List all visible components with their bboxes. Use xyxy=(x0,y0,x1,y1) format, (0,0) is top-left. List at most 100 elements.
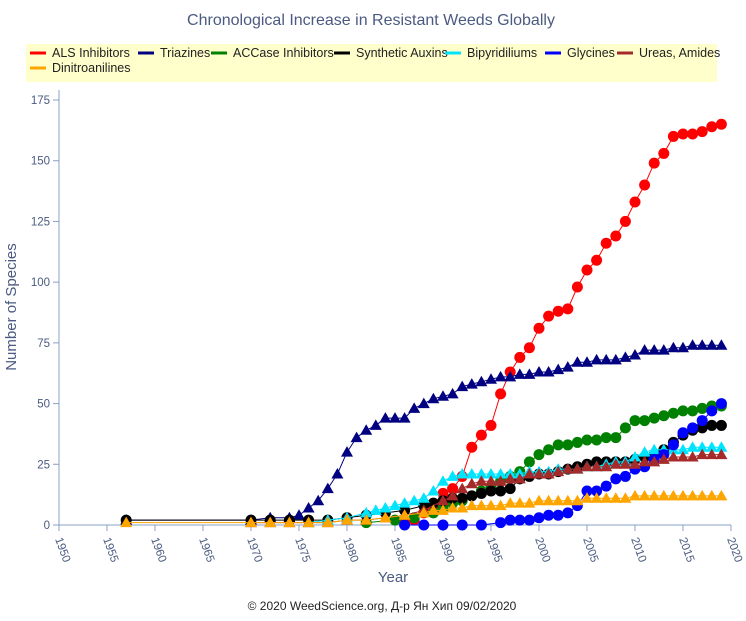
data-point[interactable] xyxy=(446,470,459,481)
data-point[interactable] xyxy=(456,492,468,504)
data-point[interactable] xyxy=(619,351,632,362)
data-point[interactable] xyxy=(619,458,632,469)
data-point[interactable] xyxy=(533,449,545,461)
data-point[interactable] xyxy=(494,475,507,486)
data-point[interactable] xyxy=(638,455,651,467)
data-point[interactable] xyxy=(648,412,660,424)
data-point[interactable] xyxy=(331,468,344,479)
data-point[interactable] xyxy=(408,512,420,524)
data-point[interactable] xyxy=(590,460,603,472)
data-point[interactable] xyxy=(504,497,517,508)
data-point[interactable] xyxy=(687,405,699,417)
data-point[interactable] xyxy=(523,468,536,479)
data-point[interactable] xyxy=(533,366,545,377)
data-point[interactable] xyxy=(715,339,728,350)
data-point[interactable] xyxy=(687,128,699,140)
data-point[interactable] xyxy=(427,504,440,515)
data-point[interactable] xyxy=(687,422,699,434)
data-point[interactable] xyxy=(562,439,574,451)
data-point[interactable] xyxy=(552,494,565,506)
data-point[interactable] xyxy=(715,118,727,130)
data-point[interactable] xyxy=(648,443,661,455)
data-point[interactable] xyxy=(677,128,689,140)
data-point[interactable] xyxy=(398,497,411,508)
data-point[interactable] xyxy=(418,519,430,531)
data-point[interactable] xyxy=(706,419,718,431)
data-point[interactable] xyxy=(475,429,487,441)
legend-item-ureas-amides[interactable]: Ureas, Amides xyxy=(617,46,720,60)
data-point[interactable] xyxy=(408,402,421,413)
data-point[interactable] xyxy=(533,322,545,334)
data-point[interactable] xyxy=(513,472,526,484)
data-point[interactable] xyxy=(513,497,526,508)
data-point[interactable] xyxy=(494,499,507,511)
data-point[interactable] xyxy=(120,516,133,528)
legend-item-accase-inhibitors[interactable]: ACCase Inhibitors xyxy=(211,46,334,60)
data-point[interactable] xyxy=(629,451,641,462)
data-point[interactable] xyxy=(504,514,516,526)
data-point[interactable] xyxy=(360,506,373,518)
data-point[interactable] xyxy=(495,517,507,529)
data-point[interactable] xyxy=(639,415,651,427)
data-point[interactable] xyxy=(293,509,305,520)
series-triazines[interactable] xyxy=(120,339,728,525)
data-point[interactable] xyxy=(475,468,488,479)
data-point[interactable] xyxy=(427,392,440,404)
data-point[interactable] xyxy=(350,431,363,443)
data-point[interactable] xyxy=(715,489,728,501)
data-point[interactable] xyxy=(552,439,564,451)
data-point[interactable] xyxy=(696,489,709,501)
data-point[interactable] xyxy=(379,412,392,423)
data-point[interactable] xyxy=(389,499,401,511)
data-point[interactable] xyxy=(648,455,661,467)
data-point[interactable] xyxy=(513,368,526,379)
data-point[interactable] xyxy=(581,460,593,472)
data-point[interactable] xyxy=(485,373,497,384)
data-point[interactable] xyxy=(369,504,382,515)
data-point[interactable] xyxy=(657,489,670,501)
data-point[interactable] xyxy=(447,483,459,495)
data-point[interactable] xyxy=(677,451,689,462)
data-point[interactable] xyxy=(514,514,526,526)
data-point[interactable] xyxy=(571,463,584,474)
data-point[interactable] xyxy=(475,375,488,387)
data-point[interactable] xyxy=(465,378,478,389)
data-point[interactable] xyxy=(629,196,641,208)
data-point[interactable] xyxy=(495,485,507,497)
data-point[interactable] xyxy=(658,147,670,159)
data-point[interactable] xyxy=(581,434,593,446)
data-point[interactable] xyxy=(389,514,401,526)
data-point[interactable] xyxy=(369,419,382,430)
data-point[interactable] xyxy=(427,485,440,496)
data-point[interactable] xyxy=(561,494,574,506)
legend[interactable]: ALS Inhibitors Triazines ACCase Inhibitors… xyxy=(26,44,720,82)
data-point[interactable] xyxy=(571,436,583,448)
data-point[interactable] xyxy=(475,499,488,511)
data-point[interactable] xyxy=(475,487,487,499)
data-point[interactable] xyxy=(399,519,411,531)
data-point[interactable] xyxy=(321,482,334,494)
data-point[interactable] xyxy=(542,494,555,506)
data-point[interactable] xyxy=(446,387,459,399)
data-point[interactable] xyxy=(264,516,277,528)
data-point[interactable] xyxy=(552,305,564,317)
data-point[interactable] xyxy=(706,121,718,133)
data-point[interactable] xyxy=(610,432,622,444)
data-point[interactable] xyxy=(629,415,641,427)
data-point[interactable] xyxy=(600,353,613,365)
data-point[interactable] xyxy=(466,441,478,453)
data-point[interactable] xyxy=(485,475,497,486)
data-point[interactable] xyxy=(639,179,651,191)
data-point[interactable] xyxy=(437,519,449,531)
data-point[interactable] xyxy=(667,451,680,462)
data-point[interactable] xyxy=(696,402,708,414)
data-point[interactable] xyxy=(696,441,709,452)
data-point[interactable] xyxy=(456,380,469,392)
data-point[interactable] xyxy=(485,499,497,511)
data-point[interactable] xyxy=(456,502,469,513)
data-point[interactable] xyxy=(667,407,679,419)
legend-item-als-inhibitors[interactable]: ALS Inhibitors xyxy=(30,46,130,60)
data-point[interactable] xyxy=(398,412,411,423)
data-point[interactable] xyxy=(543,509,555,521)
data-point[interactable] xyxy=(610,230,622,242)
